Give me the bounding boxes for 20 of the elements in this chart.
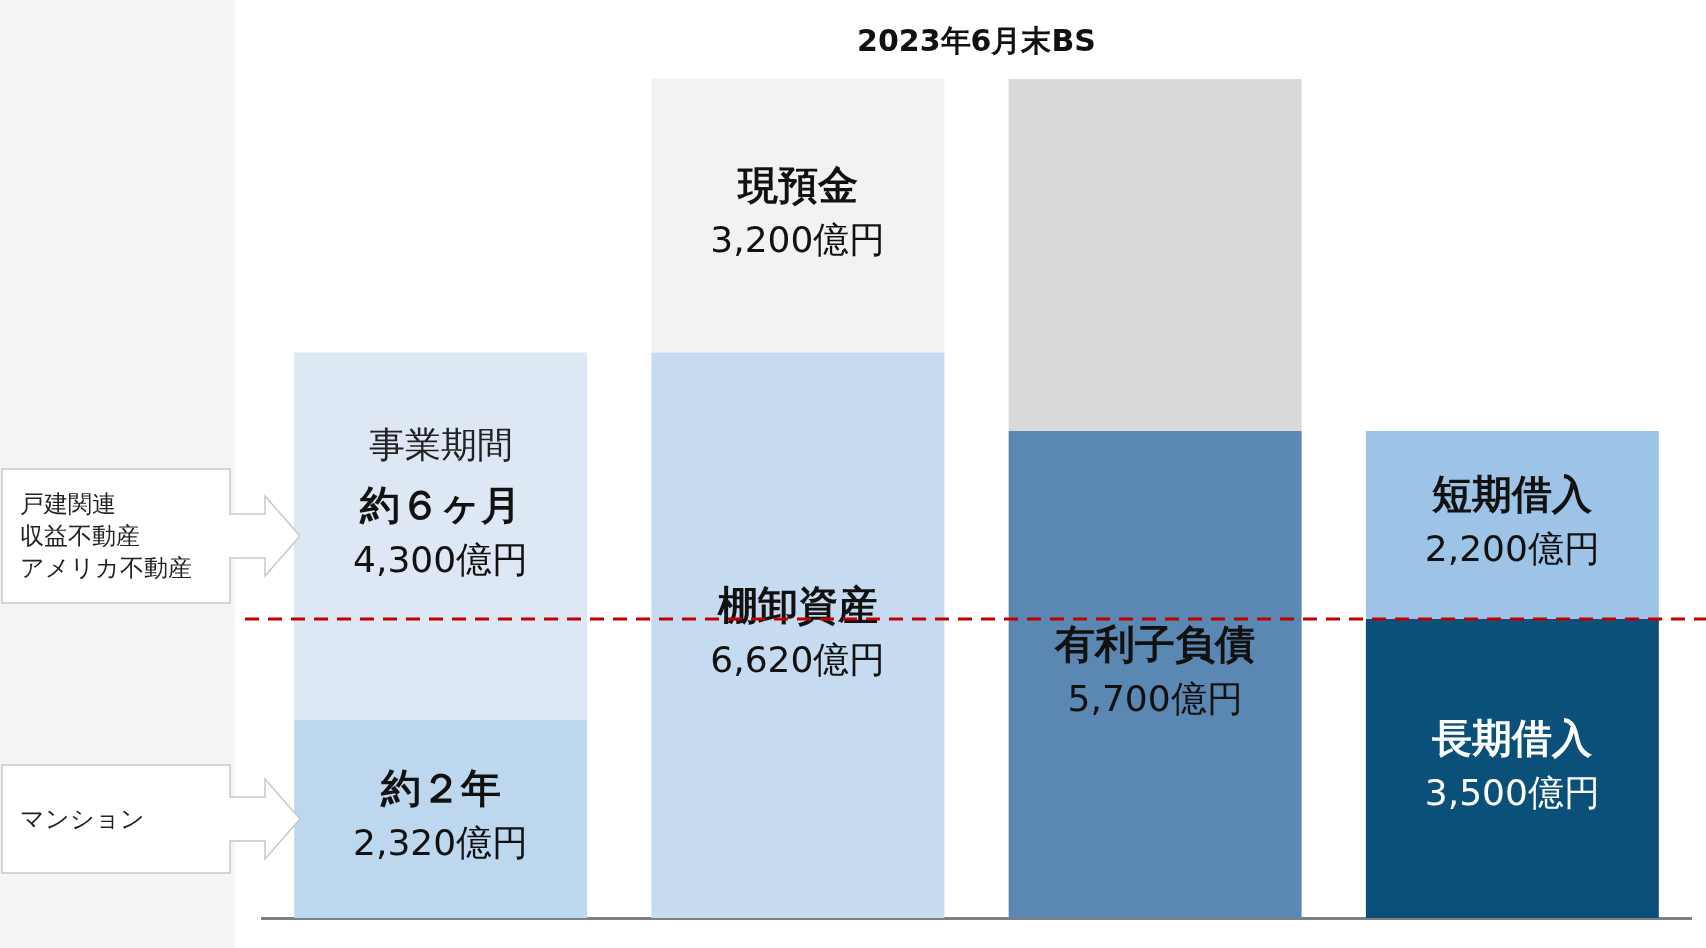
- data-label: 長期借入 3,500億円: [1424, 714, 1600, 813]
- bar: [1008, 431, 1302, 918]
- data-label: 約２年 2,320億円: [353, 765, 529, 864]
- chart-title: 2023年6月末BS: [857, 22, 1096, 58]
- text: 戸建関連: [20, 489, 116, 521]
- text: アメリカ不動産: [20, 553, 192, 585]
- data-label: 現預金 3,200億円: [710, 162, 886, 261]
- bar: [1008, 79, 1302, 431]
- bar: [651, 352, 945, 918]
- bar: [651, 79, 945, 353]
- bar: [1365, 431, 1659, 619]
- bar: [294, 352, 588, 720]
- bar: [1365, 618, 1659, 918]
- data-label: 有利子負債 5,700億円: [1054, 620, 1256, 719]
- text: 収益不動産: [20, 521, 140, 553]
- annotation: 事業期間: [368, 424, 513, 466]
- data-label: 約６ヶ月 4,300億円: [353, 482, 529, 581]
- text: マンション: [20, 803, 145, 835]
- data-label: 棚卸資産 6,620億円: [710, 581, 886, 680]
- data-label: 短期借入 2,200億円: [1424, 471, 1600, 570]
